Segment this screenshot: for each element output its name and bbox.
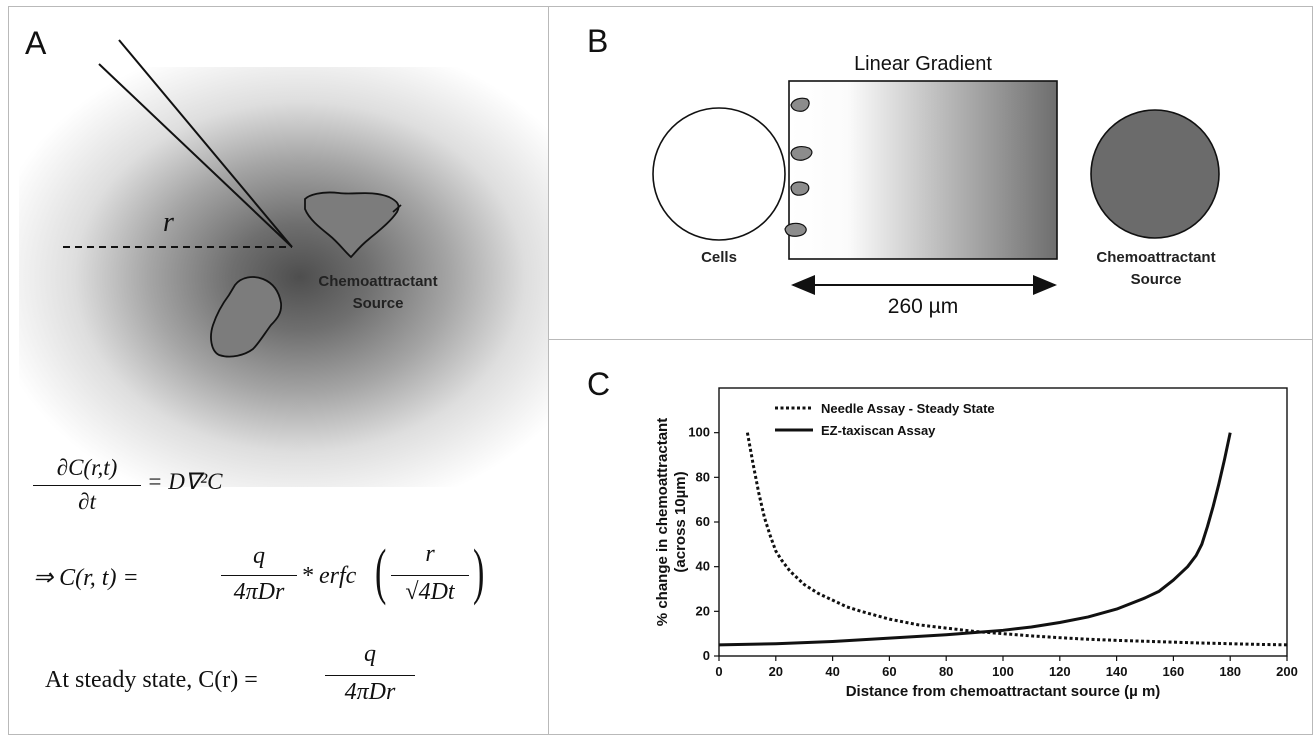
eq2-frac-denominator: 4πDr — [233, 579, 285, 605]
cell-blob-3 — [790, 181, 810, 196]
panel-b: B Linear Gradient Cells Chemoattractant … — [549, 6, 1313, 340]
eq2-erfc: * erfc — [301, 563, 357, 589]
gradient-title: Linear Gradient — [854, 53, 992, 75]
panel-a: A r Chemoattractant Source ∂C(r,t) ∂t = … — [8, 6, 549, 735]
legend-label: EZ-taxiscan Assay — [821, 423, 936, 438]
legend-label: Needle Assay - Steady State — [821, 401, 995, 416]
y-tick-label: 100 — [688, 425, 710, 440]
panel-b-drawing — [652, 80, 1220, 295]
source-label-line2: Source — [1130, 271, 1182, 288]
y-tick-label: 80 — [696, 469, 710, 484]
x-tick-label: 120 — [1049, 664, 1071, 679]
x-tick-label: 80 — [939, 664, 953, 679]
y-tick-label: 40 — [696, 559, 710, 574]
line-chart: 0 20 40 60 80 100 120 140 160 180 200 0 20 40 60 80 100 D… — [654, 387, 1298, 700]
y-tick-label: 20 — [696, 603, 710, 618]
eq2-prefix: ⇒ C(r, t) = — [33, 565, 139, 591]
cell-lower — [210, 276, 283, 358]
panel-c-letter: C — [587, 366, 611, 402]
series-line-needle-assay — [745, 432, 1288, 647]
needle-source-line1: Chemoattractant — [318, 273, 438, 290]
x-tick-label: 140 — [1106, 664, 1128, 679]
panel-b-letter: B — [587, 23, 609, 59]
eq2-inner-denominator: √4Dt — [405, 579, 455, 605]
panel-a-letter: A — [25, 25, 47, 61]
eq2-right-paren: ) — [473, 538, 485, 606]
y-tick-label: 0 — [703, 648, 710, 663]
cell-blob-4 — [784, 222, 807, 237]
cell-blob-2 — [790, 146, 813, 161]
x-tick-label: 160 — [1163, 664, 1185, 679]
x-axis-label: Distance from chemoattractant source (µ … — [846, 683, 1161, 700]
x-tick-label: 180 — [1219, 664, 1241, 679]
y-axis-label-line2: (across 10µm) — [672, 471, 689, 572]
plot-frame — [718, 387, 1288, 657]
cells-well — [652, 107, 786, 241]
y-axis-label-line1: % change in chemoattractant — [654, 418, 671, 626]
source-label-line1: Chemoattractant — [1096, 249, 1216, 266]
x-tick-label: 60 — [882, 664, 896, 679]
needle-source-label: Chemoattractant Source — [293, 271, 463, 315]
gradient-channel — [788, 80, 1058, 260]
cell-upper-protrusion — [392, 204, 402, 213]
eq2-left-paren: ( — [375, 538, 387, 606]
needle-edge-upper — [118, 39, 293, 248]
needle-edge-lower — [98, 63, 293, 248]
eq1-denominator: ∂t — [78, 489, 96, 514]
radius-label: r — [163, 207, 174, 238]
eq3-prefix: At steady state, C(r) = — [45, 667, 258, 693]
eq1-numerator: ∂C(r,t) — [56, 455, 118, 480]
series-line-ez-taxiscan — [718, 432, 1232, 647]
eq2-frac-bar — [221, 575, 297, 576]
panel-a-drawing — [63, 39, 402, 358]
eq2-frac-numerator: q — [253, 543, 265, 569]
x-tick-label: 100 — [992, 664, 1014, 679]
x-tick-label: 40 — [825, 664, 839, 679]
eq3-frac-numerator: q — [364, 641, 376, 667]
cells-label: Cells — [701, 249, 737, 266]
concentration-gradient-halo — [19, 67, 548, 487]
eq3-frac-bar — [325, 675, 415, 676]
cell-upper — [304, 191, 400, 259]
eq1-fraction-bar — [33, 485, 141, 486]
y-tick-label: 60 — [696, 514, 710, 529]
source-label: Chemoattractant Source — [1063, 247, 1249, 291]
distance-label: 260 µm — [887, 295, 959, 318]
cell-blob-1 — [790, 97, 810, 112]
eq2-inner-numerator: r — [425, 541, 435, 567]
eq1-rhs: = D∇²C — [147, 469, 223, 494]
x-tick-label: 200 — [1276, 664, 1298, 679]
panel-c: C 0 20 40 60 80 100 120 140 160 180 200 0 20 40 60 80 10… — [549, 340, 1313, 735]
x-tick-label: 0 — [715, 664, 722, 679]
source-well — [1090, 109, 1220, 239]
needle-source-line2: Source — [352, 295, 404, 312]
x-tick-label: 20 — [769, 664, 783, 679]
eq3-frac-denominator: 4πDr — [344, 679, 396, 705]
eq2-inner-bar — [391, 575, 469, 576]
